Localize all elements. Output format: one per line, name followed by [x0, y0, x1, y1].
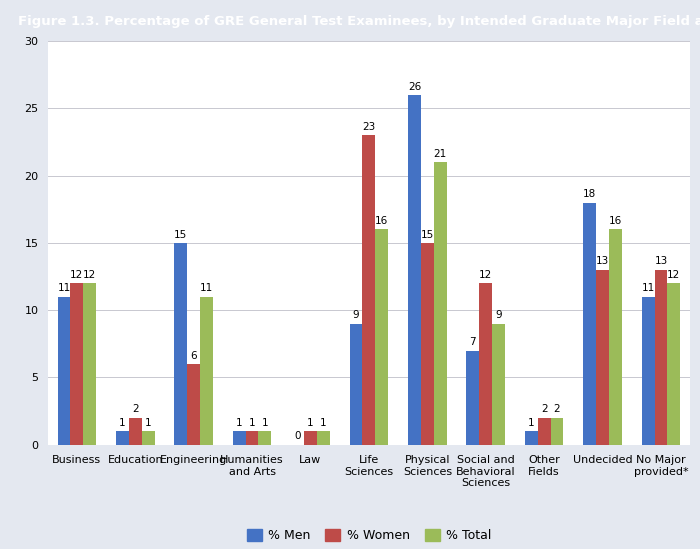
Bar: [583, 203, 596, 445]
Bar: [408, 95, 421, 445]
Text: 12: 12: [83, 270, 97, 280]
Text: 16: 16: [375, 216, 389, 226]
Bar: [116, 432, 129, 445]
Text: 12: 12: [70, 270, 83, 280]
Text: 1: 1: [262, 418, 268, 428]
Bar: [642, 296, 654, 445]
Text: 21: 21: [433, 149, 447, 159]
Bar: [349, 323, 363, 445]
Text: 1: 1: [528, 418, 535, 428]
Text: 15: 15: [421, 229, 434, 239]
Text: 1: 1: [236, 418, 242, 428]
Text: 26: 26: [408, 82, 421, 92]
Bar: [480, 283, 492, 445]
Bar: [434, 163, 447, 445]
Text: 23: 23: [363, 122, 375, 132]
Text: 12: 12: [667, 270, 680, 280]
Bar: [304, 432, 317, 445]
Bar: [187, 364, 200, 445]
Bar: [83, 283, 96, 445]
Bar: [667, 283, 680, 445]
Bar: [71, 283, 83, 445]
Text: 9: 9: [496, 310, 502, 320]
Bar: [258, 432, 272, 445]
Text: 2: 2: [132, 405, 139, 414]
Bar: [538, 418, 551, 445]
Text: 13: 13: [654, 256, 668, 266]
Bar: [492, 323, 505, 445]
Bar: [141, 432, 155, 445]
Text: 7: 7: [470, 337, 476, 347]
Bar: [246, 432, 258, 445]
Text: 0: 0: [295, 432, 301, 441]
Bar: [421, 243, 434, 445]
Legend: % Men, % Women, % Total: % Men, % Women, % Total: [243, 525, 495, 546]
Text: 1: 1: [119, 418, 126, 428]
Text: 6: 6: [190, 351, 197, 361]
Text: 2: 2: [554, 405, 560, 414]
Bar: [466, 350, 480, 445]
Bar: [200, 296, 213, 445]
Bar: [654, 270, 667, 445]
Bar: [57, 296, 71, 445]
Bar: [233, 432, 246, 445]
Text: 2: 2: [541, 405, 547, 414]
Bar: [129, 418, 141, 445]
Text: 13: 13: [596, 256, 609, 266]
Text: 1: 1: [145, 418, 151, 428]
Text: 1: 1: [307, 418, 314, 428]
Bar: [525, 432, 538, 445]
Text: 11: 11: [200, 283, 213, 293]
Text: 16: 16: [609, 216, 622, 226]
Text: 9: 9: [353, 310, 359, 320]
Text: 11: 11: [641, 283, 654, 293]
Bar: [375, 229, 389, 445]
Bar: [609, 229, 622, 445]
Text: 18: 18: [583, 189, 596, 199]
Text: 12: 12: [479, 270, 492, 280]
Bar: [317, 432, 330, 445]
Bar: [596, 270, 609, 445]
Text: Figure 1.3. Percentage of GRE General Test Examinees, by Intended Graduate Major: Figure 1.3. Percentage of GRE General Te…: [18, 15, 700, 28]
Bar: [363, 135, 375, 445]
Text: 15: 15: [174, 229, 188, 239]
Text: 1: 1: [248, 418, 256, 428]
Bar: [551, 418, 564, 445]
Text: 1: 1: [320, 418, 327, 428]
Text: 11: 11: [57, 283, 71, 293]
Bar: [174, 243, 187, 445]
